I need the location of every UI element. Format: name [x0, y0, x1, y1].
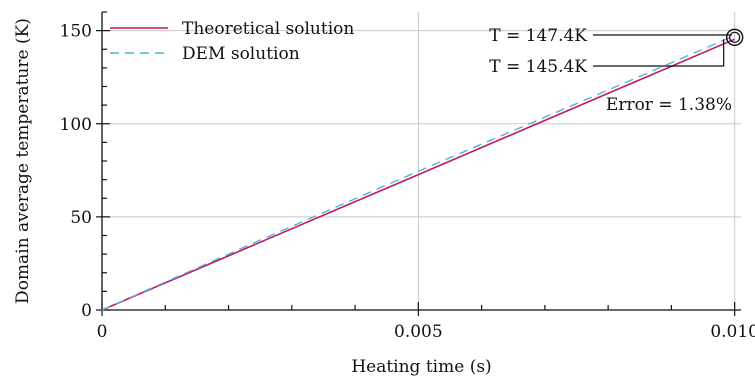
lower-callout-line: [593, 39, 725, 67]
x-axis-title: Heating time (s): [351, 357, 491, 377]
series: [101, 34, 735, 311]
x-tick-label-1: 0.005: [394, 322, 443, 342]
grid: [102, 12, 741, 310]
series-line-dem: [101, 34, 735, 311]
y-axis-title: Domain average temperature (K): [13, 18, 33, 304]
lower-callout-label: T = 145.4K: [489, 57, 587, 77]
x-tick-label-2: 0.010: [710, 322, 755, 342]
legend-label-theoretical: Theoretical solution: [182, 19, 354, 39]
legend-label-dem: DEM solution: [182, 44, 300, 64]
annotations: T = 147.4K T = 145.4K Error = 1.38%: [489, 26, 744, 115]
y-tick-label-3: 150: [60, 22, 92, 42]
y-tick-label-0: 0: [81, 301, 92, 321]
y-tick-label-2: 100: [60, 115, 92, 135]
tick-labels: 0 0.005 0.010 0 50 100 150: [60, 22, 755, 342]
y-tick-label-1: 50: [70, 208, 92, 228]
annotation-circle-inner: [729, 31, 741, 43]
series-line-theoretical: [101, 38, 735, 311]
legend: Theoretical solution DEM solution: [110, 19, 354, 64]
ticks: [96, 11, 736, 316]
annotation-circle-outer: [725, 28, 744, 47]
error-label: Error = 1.38%: [606, 95, 732, 115]
x-tick-label-0: 0: [97, 322, 108, 342]
upper-callout-label: T = 147.4K: [489, 26, 587, 46]
